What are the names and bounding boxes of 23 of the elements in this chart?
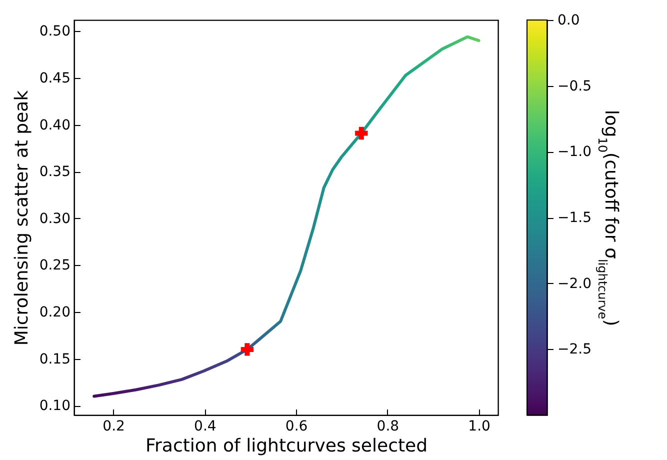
x-tick-label: 0.8: [376, 418, 400, 434]
color-bar-label: −0.5: [558, 78, 592, 94]
y-tick-label: 0.45: [39, 70, 70, 87]
y-tick-label: 0.25: [39, 258, 70, 274]
color-bar-label: −1.5: [558, 210, 592, 226]
y-axis-title: Microlensing scatter at peak: [11, 90, 32, 346]
y-tick-label: 0.30: [39, 210, 70, 227]
x-tick-label: 0.2: [102, 418, 125, 434]
x-tick-label: 1.0: [468, 418, 490, 434]
y-tick-label: 0.15: [39, 351, 70, 368]
x-tick-label: 0.4: [194, 418, 216, 434]
color-bar-label: −1.0: [558, 144, 592, 160]
y-tick-label: 0.40: [39, 117, 70, 134]
y-tick-label: 0.20: [39, 304, 70, 321]
y-tick-label: 0.35: [39, 164, 70, 180]
color-bar-label: −2.0: [558, 276, 592, 292]
x-tick-label: 0.6: [285, 418, 308, 434]
x-axis-title: Fraction of lightcurves selected: [145, 436, 428, 456]
y-tick-label: 0.10: [39, 398, 70, 414]
color-bar-label: 0.0: [558, 12, 580, 28]
color-bar-label: −2.5: [558, 342, 592, 358]
y-tick-label: 0.50: [39, 24, 70, 40]
line-series: [92, 35, 480, 398]
